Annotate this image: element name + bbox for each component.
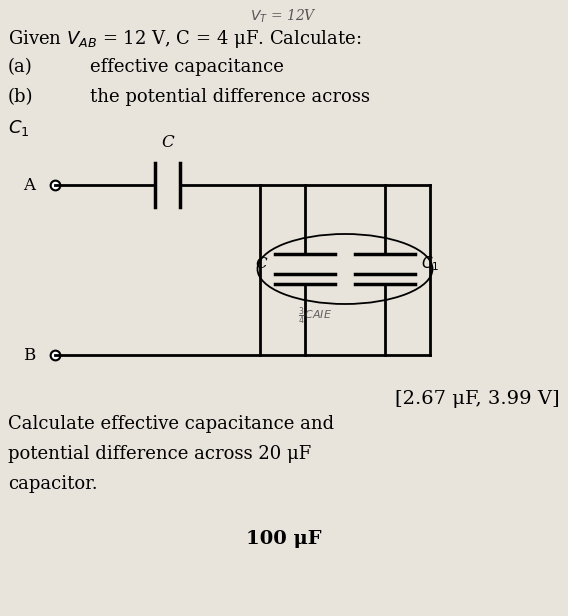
- Text: $C_1$: $C_1$: [421, 254, 440, 274]
- Text: B: B: [23, 346, 35, 363]
- Text: the potential difference across: the potential difference across: [90, 88, 370, 106]
- Text: (b): (b): [8, 88, 34, 106]
- Text: [2.67 μF, 3.99 V]: [2.67 μF, 3.99 V]: [395, 390, 560, 408]
- Text: 100 μF: 100 μF: [247, 530, 321, 548]
- Text: capacitor.: capacitor.: [8, 475, 98, 493]
- Text: C: C: [256, 257, 267, 271]
- Text: Calculate effective capacitance and: Calculate effective capacitance and: [8, 415, 334, 433]
- Text: effective capacitance: effective capacitance: [90, 58, 284, 76]
- Text: A: A: [23, 177, 35, 193]
- Text: $\frac{3}{4}$CAIE: $\frac{3}{4}$CAIE: [298, 306, 332, 328]
- Text: Given $V_{AB}$ = 12 V, C = 4 μF. Calculate:: Given $V_{AB}$ = 12 V, C = 4 μF. Calcula…: [8, 28, 362, 50]
- Text: $C_1$: $C_1$: [8, 118, 30, 138]
- Text: potential difference across 20 μF: potential difference across 20 μF: [8, 445, 311, 463]
- Text: $V_T$ = 12V: $V_T$ = 12V: [250, 8, 318, 25]
- Text: C: C: [161, 134, 174, 151]
- Text: (a): (a): [8, 58, 33, 76]
